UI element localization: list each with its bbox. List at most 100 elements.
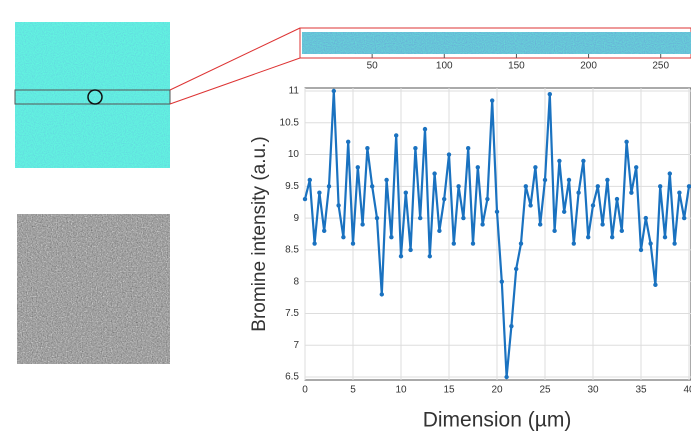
data-point	[542, 177, 548, 183]
y-tick-label: 6.5	[285, 372, 299, 383]
data-point	[514, 266, 519, 272]
data-point	[432, 171, 437, 176]
x-tick-label: 40	[683, 385, 691, 396]
data-point	[552, 228, 557, 234]
y-tick-label: 9	[293, 213, 299, 224]
data-point	[374, 215, 380, 221]
data-point	[470, 241, 476, 246]
map-noise	[15, 22, 170, 168]
data-point	[418, 215, 423, 221]
data-point	[446, 152, 452, 157]
data-point	[475, 165, 480, 170]
data-point	[322, 228, 327, 234]
data-point	[629, 190, 634, 195]
x-tick-label: 35	[635, 385, 647, 396]
data-point	[302, 196, 308, 202]
data-point	[326, 184, 332, 189]
x-tick-label: 25	[539, 385, 551, 396]
data-point	[600, 222, 605, 227]
strip-noise	[302, 32, 691, 54]
data-point	[619, 228, 624, 234]
data-point	[350, 241, 356, 246]
strip-tick-label: 250	[652, 61, 669, 72]
data-point	[480, 222, 485, 227]
data-point	[413, 146, 418, 151]
data-point	[547, 91, 552, 97]
y-tick-label: 8.5	[285, 245, 299, 256]
data-point	[576, 190, 581, 195]
y-tick-label: 7.5	[285, 308, 299, 319]
y-tick-label: 7	[293, 340, 299, 351]
data-point	[422, 126, 428, 132]
data-point	[384, 177, 389, 183]
data-point	[341, 234, 346, 240]
data-point	[456, 184, 461, 189]
strip-tick-label: 100	[436, 61, 453, 72]
strip-tick-label: 50	[367, 61, 379, 72]
y-tick-label: 8	[293, 276, 299, 287]
data-point	[466, 146, 471, 151]
data-point	[648, 241, 653, 246]
data-point	[686, 184, 691, 189]
x-tick-label: 0	[302, 385, 308, 396]
data-point	[662, 234, 668, 240]
data-point	[605, 177, 610, 183]
selection-circle	[87, 89, 103, 105]
data-point	[653, 282, 658, 288]
data-point	[667, 171, 672, 176]
data-point	[437, 228, 442, 234]
strip-tick-label: 200	[580, 61, 597, 72]
data-point	[682, 215, 687, 221]
data-point	[499, 279, 504, 284]
strip-frame	[299, 27, 691, 59]
x-tick-label: 10	[395, 385, 407, 396]
y-tick-label: 11	[289, 86, 300, 97]
data-point	[336, 203, 341, 208]
y-tick-label: 10	[288, 149, 300, 160]
data-point	[614, 196, 620, 202]
data-point	[355, 165, 360, 170]
data-point	[442, 196, 447, 202]
data-point	[624, 139, 629, 145]
y-tick-label: 9.5	[285, 181, 299, 192]
data-point	[557, 158, 562, 164]
data-point	[523, 184, 528, 189]
data-point	[312, 241, 317, 246]
data-point	[485, 196, 490, 202]
data-point	[509, 323, 514, 329]
sem-noise	[17, 214, 170, 364]
data-point	[566, 177, 572, 183]
data-point	[394, 133, 399, 138]
data-point	[643, 215, 648, 221]
data-point	[672, 241, 677, 246]
strip-tick-label: 150	[508, 61, 525, 72]
data-point	[427, 254, 432, 259]
x-tick-label: 15	[443, 385, 455, 396]
data-point	[634, 165, 639, 170]
data-point	[408, 247, 413, 253]
data-point	[581, 158, 586, 164]
data-point	[518, 241, 524, 246]
data-point	[677, 190, 682, 195]
data-point	[494, 209, 500, 214]
data-point	[538, 222, 543, 227]
data-point	[379, 292, 384, 297]
data-point	[658, 184, 663, 189]
data-point	[360, 222, 365, 227]
data-point	[389, 234, 394, 240]
data-point	[638, 247, 644, 253]
data-point	[370, 184, 375, 189]
data-point	[595, 184, 600, 189]
data-point	[451, 241, 456, 246]
data-point	[461, 215, 466, 221]
data-point	[307, 177, 312, 183]
data-point	[317, 190, 322, 195]
data-point	[398, 254, 404, 259]
data-point	[571, 241, 576, 246]
data-point	[490, 98, 495, 103]
data-point	[346, 139, 351, 145]
x-tick-label: 20	[491, 385, 503, 396]
data-point	[562, 209, 567, 214]
data-point	[533, 165, 538, 170]
